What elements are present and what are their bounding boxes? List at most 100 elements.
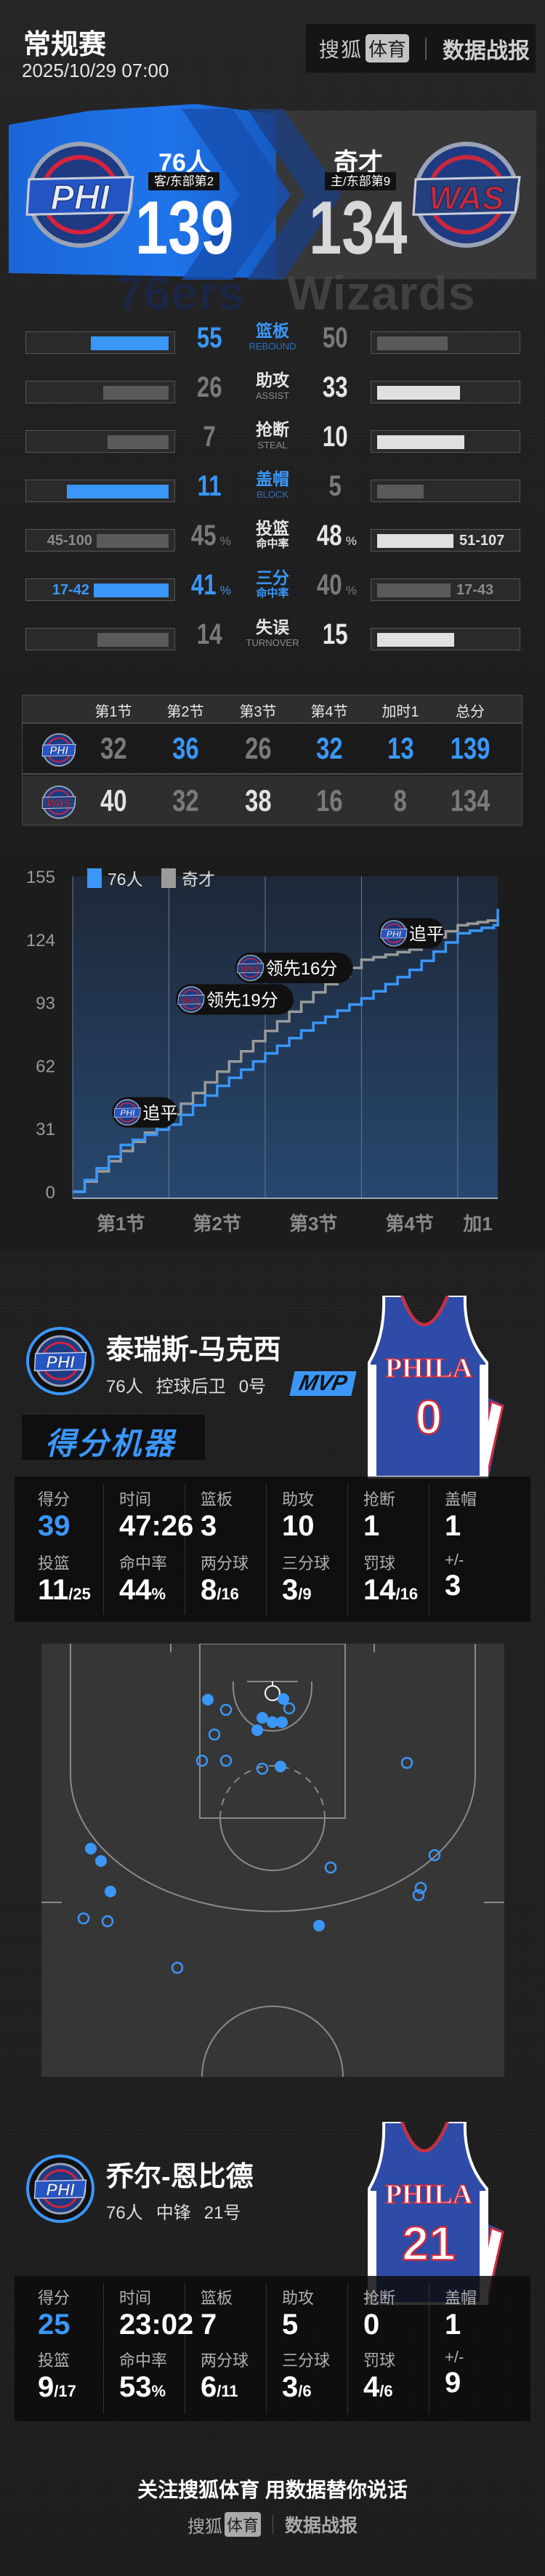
column-divider: [103, 2283, 104, 2414]
team-stat-row: 11 5 盖帽 BLOCK: [0, 469, 545, 512]
stat-main: 0: [363, 2309, 380, 2341]
stat-label-cn: 三分: [256, 568, 289, 587]
stat-main: 3: [201, 1510, 217, 1542]
player-stat-value: 3/6: [282, 2371, 363, 2404]
right-stat-bar: [371, 480, 520, 502]
center-circle: [201, 2006, 344, 2077]
unit: %: [219, 534, 231, 548]
quarter-score: 32: [81, 731, 146, 766]
logo-lettering: PHI: [120, 1108, 135, 1118]
right-stat-fill: [377, 633, 454, 647]
left-stat-fill: [91, 336, 169, 350]
stat-label-sub: 命中率: [256, 587, 289, 599]
stat-main: 53: [119, 2371, 152, 2403]
jersey-number: 21: [402, 2216, 455, 2270]
left-stat-number: 55: [196, 322, 222, 354]
quarter-score: 16: [296, 783, 362, 818]
quarter-score: 139: [437, 731, 503, 766]
annotation-text: 追平: [142, 1104, 177, 1123]
series-line-0: [73, 908, 499, 1193]
logo-lettering: PHI: [50, 178, 110, 217]
unit: %: [345, 584, 357, 597]
quarter-header: 加时1: [382, 704, 419, 720]
player-stat-value: 9: [445, 2367, 526, 2399]
stat-sub: /6: [379, 2382, 393, 2400]
team-stat-row: 17-42 17-43 41% 40% 三分 命中率: [0, 568, 545, 611]
left-stat-bar: [25, 628, 175, 650]
stat-sub: /25: [68, 1585, 91, 1603]
away-score-value: 139: [135, 186, 234, 270]
free-throw-circle-bottom: [219, 1817, 326, 1871]
annotation-text: 追平: [409, 924, 444, 944]
logo-band: [412, 176, 521, 216]
player-stat-value: 1: [445, 1510, 526, 1543]
player-stat: 盖帽 1: [445, 1487, 526, 1543]
player-stat: 抢断 1: [363, 1487, 445, 1543]
player-stat-label: 命中率: [119, 1554, 168, 1572]
logo-lettering: PHI: [46, 2181, 75, 2200]
team-stat-row: 7 10 抢断 STEAL: [0, 419, 545, 463]
missed-shot: [195, 1754, 209, 1767]
left-stat-number: 11: [197, 470, 222, 502]
right-stat-value: 50: [307, 322, 363, 355]
logo-band: [113, 1107, 142, 1118]
logo-band: [41, 743, 76, 757]
quarter-header: 总分: [456, 704, 485, 720]
footer-brand-section: 数据战报: [285, 2516, 358, 2536]
player-stat-value: 44%: [119, 1574, 201, 1607]
right-stat-bar: [371, 628, 520, 650]
unit: %: [345, 534, 357, 548]
stat-label-cn: 盖帽: [256, 469, 289, 488]
player-stat: 助攻 10: [282, 1487, 363, 1543]
jersey-lettering: PHILA: [385, 2179, 473, 2210]
player-stat: 抢断 0: [363, 2285, 445, 2341]
player-stat-label: 命中率: [119, 2351, 168, 2370]
logo-band: [177, 994, 205, 1005]
quarter-score-value: 32: [171, 783, 199, 817]
player-stat-value: 8/16: [201, 1574, 282, 1607]
y-tick-label: 31: [36, 1120, 55, 1139]
stat-main: 3: [282, 2371, 299, 2403]
player-stat-value: 10: [282, 1510, 363, 1543]
player-title-text: 得分机器: [45, 1426, 177, 1461]
logo-lettering: WAS: [47, 798, 71, 809]
right-stat-number: 50: [322, 322, 348, 354]
quarter-header: 第1节: [94, 704, 132, 720]
missed-shot: [101, 1915, 114, 1928]
player-stat-label: 篮板: [201, 2289, 233, 2307]
left-stat-number: 41: [191, 569, 217, 601]
player-stat: +/- 3: [445, 1551, 526, 1602]
right-stat-fill: [377, 435, 464, 449]
stat-label: 盖帽 BLOCK: [240, 469, 305, 501]
x-tick-label: 第3节: [289, 1213, 337, 1235]
made-shot: [105, 1886, 116, 1897]
stat-label-cn: 失误: [256, 618, 289, 637]
player-stat-value: 1: [363, 1510, 445, 1543]
player-stat-value: 3/9: [282, 1574, 363, 1607]
player-stat-label: 罚球: [363, 2351, 396, 2370]
right-stat-bar: [371, 331, 520, 354]
brand-header: 搜狐 体育 数据战报: [306, 24, 536, 73]
player-title-banner: 得分机器: [22, 1415, 205, 1461]
stat-label-sub: STEAL: [257, 440, 288, 451]
logo-lettering: WAS: [241, 965, 260, 974]
home-team-rank: 主/东部第9: [325, 171, 397, 190]
quarter-score: 8: [368, 783, 433, 818]
player-stat-value: 11/25: [38, 1574, 119, 1607]
made-shot: [95, 1855, 107, 1867]
right-stat-value: 5: [307, 470, 363, 503]
missed-shot: [324, 1861, 337, 1874]
made-shot: [267, 1716, 278, 1728]
team-stat-row: 14 15 失误 TURNOVER: [0, 617, 545, 661]
footer-brand-badge: 体育: [224, 2512, 261, 2537]
player-number: 0号: [238, 1377, 267, 1397]
player-stat-value: 53%: [119, 2371, 201, 2404]
was-team-logo-mini: WAS: [177, 986, 205, 1013]
phi-team-logo-mini: PHI: [113, 1099, 142, 1126]
player-stat-label: 得分: [38, 1490, 70, 1509]
player-stat: 命中率 53%: [119, 2348, 201, 2404]
stat-main: 6: [201, 2371, 217, 2403]
legend-swatch: [87, 868, 102, 888]
column-divider: [266, 2283, 267, 2414]
player-stat-label: 两分球: [201, 1554, 249, 1572]
